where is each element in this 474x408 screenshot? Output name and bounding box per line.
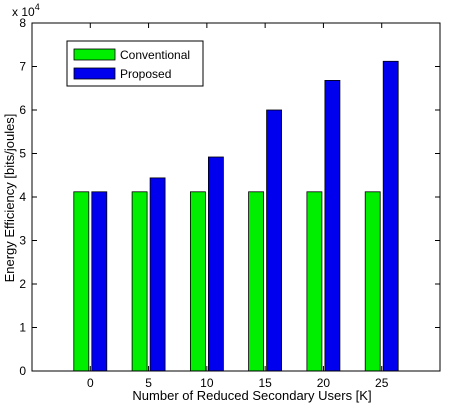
legend-box: [66, 40, 204, 87]
y-tick-label: 0: [19, 364, 26, 378]
y-tick-label: 8: [19, 16, 26, 30]
bar-proposed-0: [91, 191, 108, 372]
bar-conventional-0: [73, 191, 90, 372]
y-axis-label: Energy Efficiency [bits/joules]: [2, 114, 17, 283]
y-multiplier-exponent: 4: [35, 2, 40, 12]
bar-conventional-10: [189, 191, 206, 372]
y-tick-label: 6: [19, 103, 26, 117]
x-tick-label: 20: [317, 376, 331, 390]
bar-conventional-25: [364, 191, 381, 372]
x-tick-label: 0: [87, 376, 94, 390]
bar-conventional-15: [248, 191, 265, 372]
x-axis-label: Number of Reduced Secondary Users [K]: [132, 388, 371, 403]
bar-conventional-5: [131, 191, 148, 372]
bar-proposed-20: [324, 80, 341, 372]
bar-proposed-25: [382, 60, 399, 372]
ticks-group: 0 1 2 3 4 5 6 7 8 0 5 10 15 20 25: [19, 16, 440, 390]
bar-proposed-10: [207, 156, 224, 372]
y-tick-label: 5: [19, 147, 26, 161]
legend-swatch-conventional: [73, 48, 116, 61]
x-tick-label: 10: [200, 376, 214, 390]
legend-swatch-proposed: [73, 67, 116, 80]
bar-proposed-5: [149, 177, 166, 372]
x-tick-label: 25: [375, 376, 389, 390]
y-tick-label: 3: [19, 234, 26, 248]
legend: Conventional Proposed: [66, 40, 204, 87]
legend-label-proposed: Proposed: [120, 67, 171, 81]
x-tick-label: 15: [258, 376, 272, 390]
y-tick-label: 1: [19, 321, 26, 335]
y-tick-label: 4: [19, 190, 26, 204]
y-multiplier-label: x 104: [12, 2, 40, 19]
bar-proposed-15: [266, 109, 283, 372]
y-tick-label: 2: [19, 277, 26, 291]
legend-label-conventional: Conventional: [120, 48, 190, 62]
y-tick-label: 7: [19, 60, 26, 74]
x-tick-label: 5: [145, 376, 152, 390]
bar-conventional-20: [306, 191, 323, 372]
